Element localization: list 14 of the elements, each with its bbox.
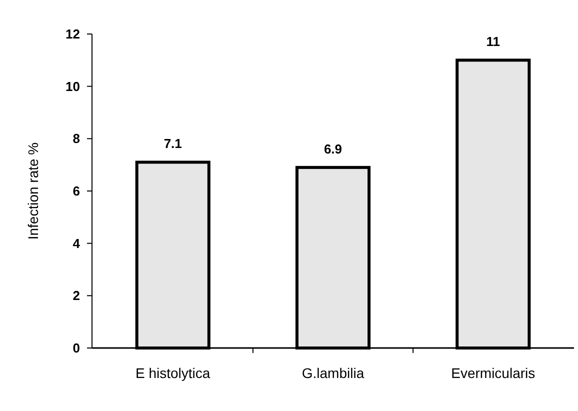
data-label: 7.1 xyxy=(164,136,182,152)
y-tick-label: 6 xyxy=(72,184,80,199)
data-label: 11 xyxy=(486,34,500,50)
y-tick-label: 10 xyxy=(66,78,80,94)
data-label: 6.9 xyxy=(324,141,342,156)
x-tick-label: E histolytica xyxy=(136,365,210,381)
x-tick-label: G.lambilia xyxy=(302,365,364,381)
y-tick-label: 0 xyxy=(72,340,80,356)
x-tick-label: Evermicularis xyxy=(451,365,536,381)
y-tick-label: 12 xyxy=(66,26,80,42)
y-tick-label: 8 xyxy=(72,131,80,146)
y-axis-title: Infection rate % xyxy=(25,142,41,240)
y-tick-label: 4 xyxy=(72,236,81,251)
y-tick-label: 2 xyxy=(72,288,80,304)
